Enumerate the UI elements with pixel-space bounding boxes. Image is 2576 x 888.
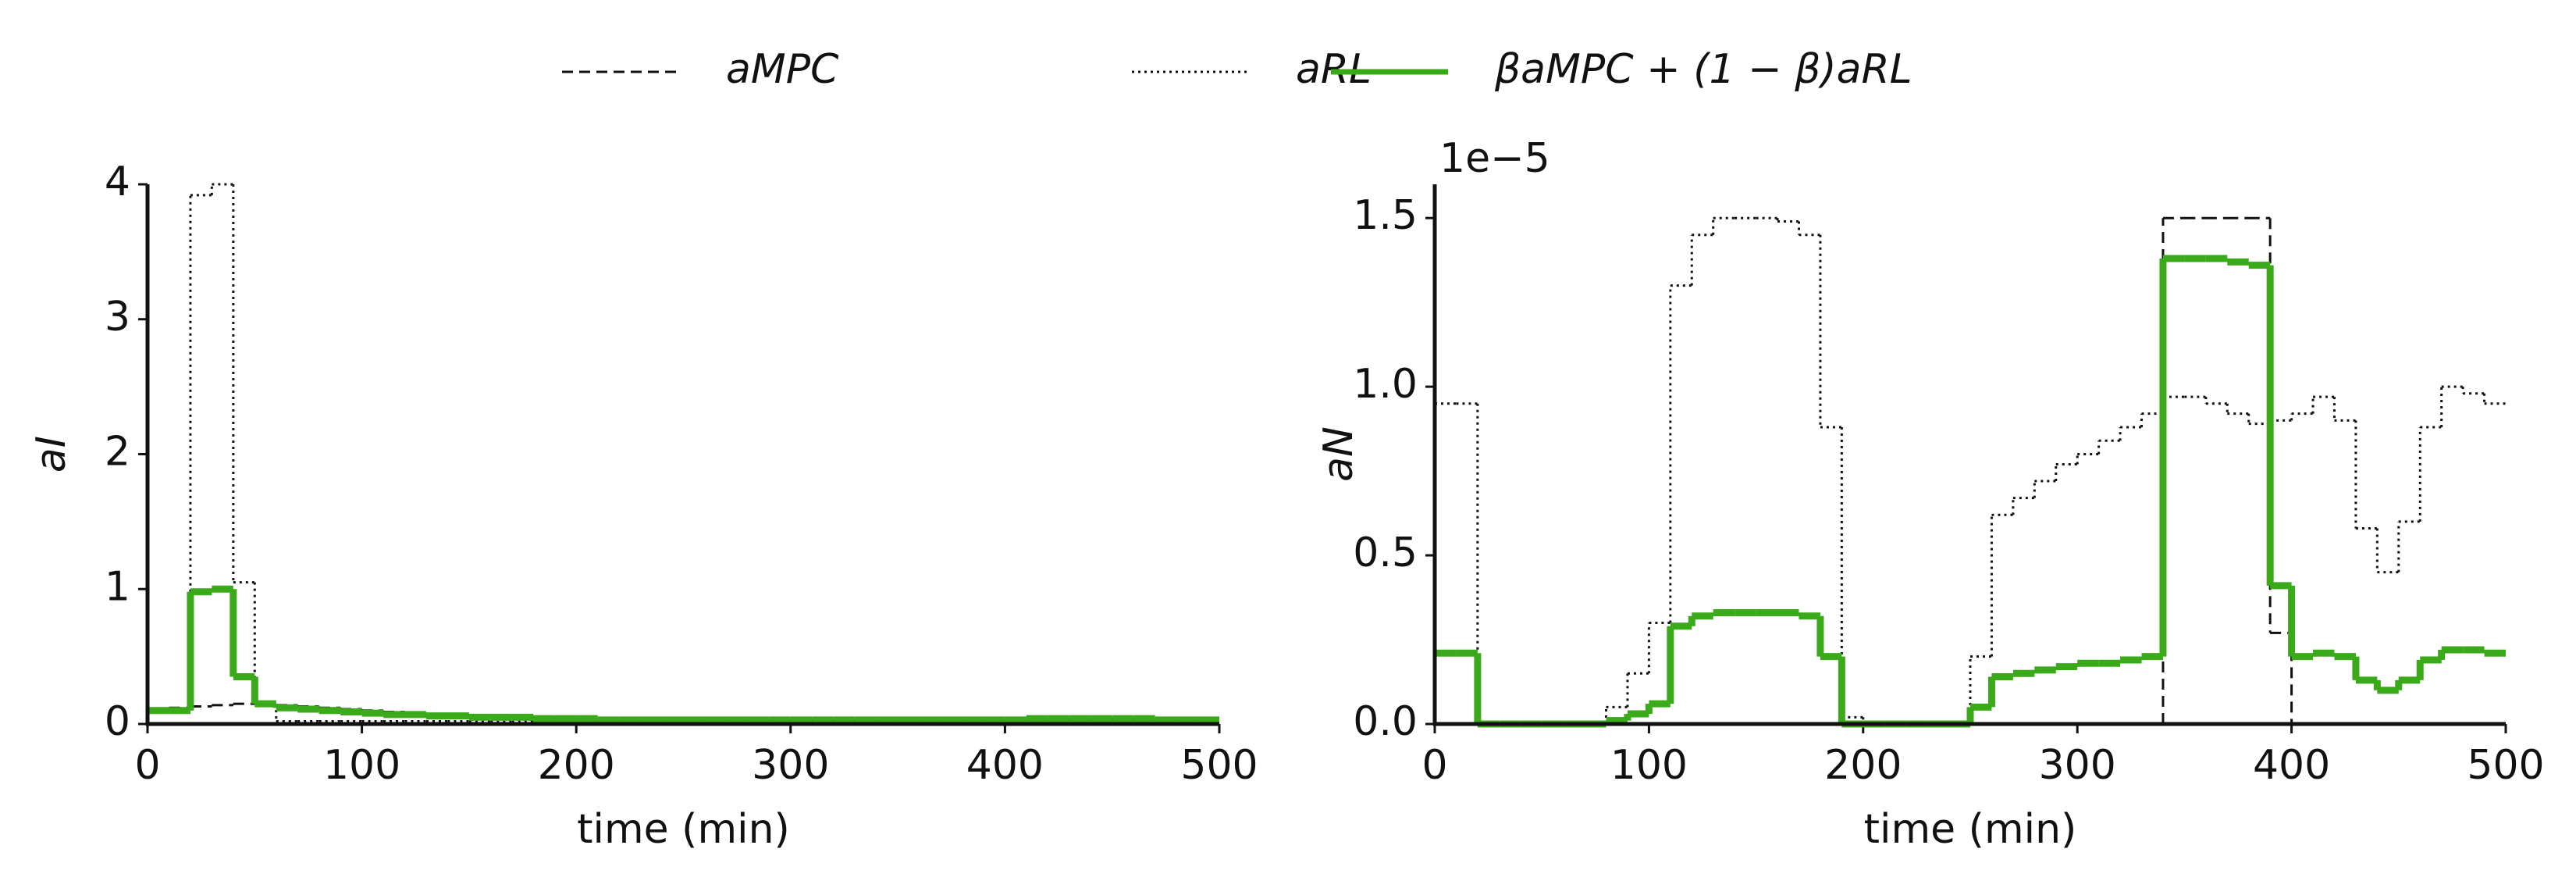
y-tick-label: 3 <box>105 294 130 341</box>
y-tick-label: 2 <box>105 429 130 476</box>
x-axis-label: time (min) <box>577 806 790 853</box>
y-axis-label: aN <box>1315 426 1362 482</box>
x-tick-label: 0 <box>134 742 160 789</box>
x-tick-label: 200 <box>538 742 615 789</box>
y-tick-label: 0.0 <box>1353 698 1418 745</box>
y-tick-label: 1.0 <box>1353 361 1418 408</box>
y-tick-label: 0.5 <box>1353 530 1418 576</box>
x-tick-label: 300 <box>752 742 829 789</box>
y-tick-label: 1 <box>105 563 130 610</box>
legend-label: βaMPC + (1 − β)aRL <box>1494 46 1912 93</box>
y-tick-label: 4 <box>105 159 130 205</box>
x-tick-label: 300 <box>2039 742 2116 789</box>
y-tick-label: 1.5 <box>1353 192 1418 239</box>
x-tick-label: 400 <box>2253 742 2330 789</box>
x-tick-label: 100 <box>1610 742 1688 789</box>
y-tick-label: 0 <box>105 698 130 745</box>
y-axis-label: aI <box>28 436 75 473</box>
x-tick-label: 500 <box>1180 742 1258 789</box>
x-tick-label: 100 <box>323 742 400 789</box>
x-tick-label: 500 <box>2467 742 2544 789</box>
x-axis-label: time (min) <box>1864 806 2077 853</box>
legend-label: aMPC <box>726 46 839 93</box>
x-tick-label: 200 <box>1824 742 1902 789</box>
x-tick-label: 0 <box>1421 742 1447 789</box>
x-tick-label: 400 <box>966 742 1044 789</box>
offset-label: 1e−5 <box>1439 135 1550 182</box>
